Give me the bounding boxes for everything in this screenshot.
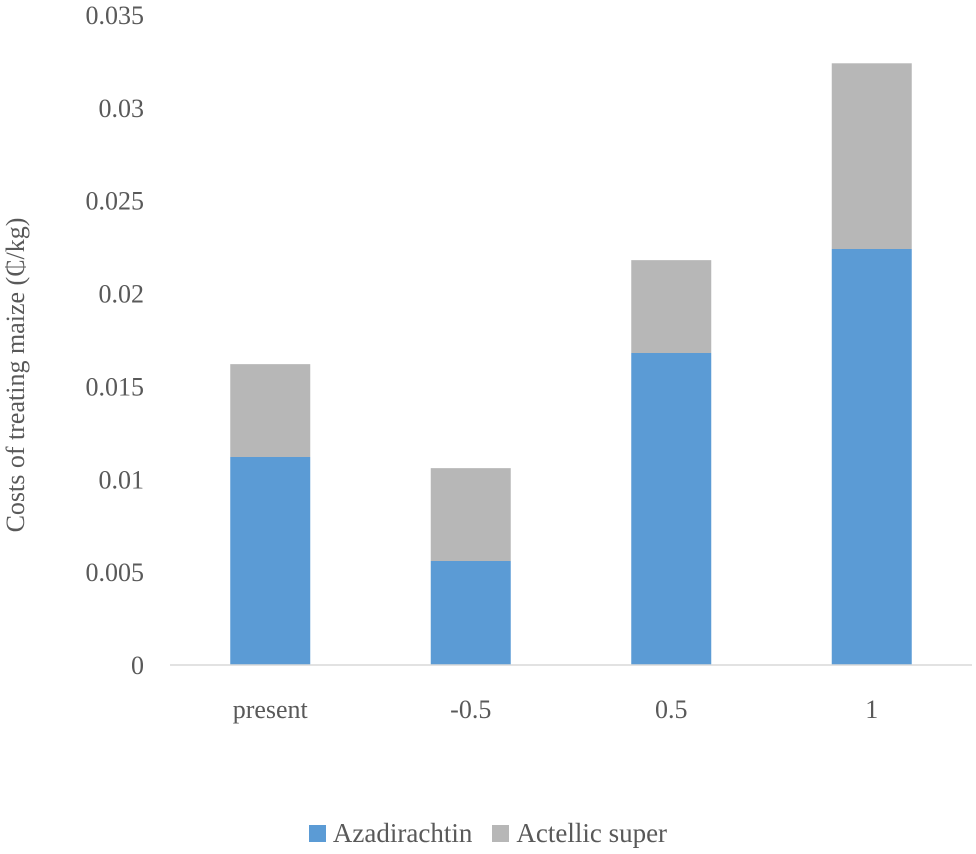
legend-swatch-azadirachtin: [308, 824, 326, 842]
legend-item-actellic-super: Actellic super: [492, 818, 667, 849]
legend-swatch-actellic-super: [492, 824, 510, 842]
y-tick-label: 0: [131, 651, 144, 680]
x-tick-label: present: [233, 695, 309, 724]
y-tick-label: 0.01: [99, 465, 145, 494]
legend-label-actellic-super: Actellic super: [516, 817, 668, 848]
bar-actellic-super: [230, 364, 311, 457]
legend-label-azadirachtin: Azadirachtin: [332, 817, 473, 848]
y-tick-label: 0.015: [86, 372, 145, 401]
x-tick-label: 1: [865, 695, 878, 724]
x-tick-label: 0.5: [655, 695, 688, 724]
x-axis-category-labels: present -0.5 0.5 1: [233, 695, 879, 724]
bar-azadirachtin: [430, 561, 511, 665]
y-tick-label: 0.025: [86, 187, 145, 216]
y-tick-label: 0.02: [99, 280, 145, 309]
y-tick-label: 0.005: [86, 558, 145, 587]
bar-actellic-super: [831, 63, 912, 250]
bar-azadirachtin: [631, 353, 712, 665]
bar-actellic-super: [430, 468, 511, 561]
legend-item-azadirachtin: Azadirachtin: [308, 817, 473, 849]
y-axis-label: Costs of treating maize (₵/kg): [1, 218, 30, 533]
x-tick-label: -0.5: [450, 695, 491, 724]
bars: [230, 63, 912, 665]
bar-actellic-super: [631, 260, 712, 353]
y-tick-label: 0.03: [99, 94, 145, 123]
y-tick-label: 0.035: [86, 1, 145, 30]
y-axis-tick-labels: 0 0.005 0.01 0.015 0.02 0.025 0.03 0.035: [86, 1, 145, 680]
legend: Azadirachtin Actellic super: [0, 815, 976, 851]
bar-azadirachtin: [831, 249, 912, 665]
bar-azadirachtin: [230, 457, 311, 665]
